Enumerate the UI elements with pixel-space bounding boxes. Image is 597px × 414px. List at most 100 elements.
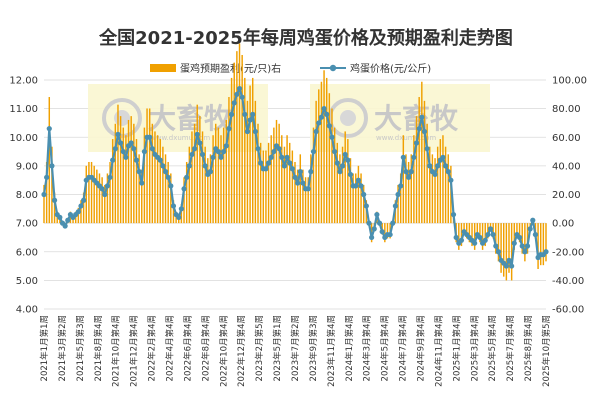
- profit-bar: [423, 100, 426, 224]
- profit-bar: [111, 139, 114, 224]
- price-point: [223, 143, 229, 149]
- price-point: [345, 157, 351, 163]
- price-point: [44, 174, 50, 180]
- y-right-tick-label: 40.00: [552, 161, 581, 172]
- price-point: [305, 186, 311, 192]
- profit-bar: [133, 123, 135, 224]
- profit-bar: [138, 154, 140, 224]
- price-point: [318, 114, 325, 120]
- profit-bar: [148, 108, 151, 224]
- price-point: [281, 163, 288, 169]
- profit-bar: [341, 146, 344, 224]
- profit-bar: [209, 154, 212, 224]
- profit-bar: [204, 146, 206, 224]
- profit-bar: [51, 146, 53, 224]
- price-point: [287, 160, 293, 166]
- profit-bar: [304, 177, 307, 224]
- profit-bar: [98, 173, 101, 224]
- price-point: [487, 226, 494, 232]
- x-tick-label: 2025年7月第4周: [505, 315, 516, 381]
- price-point: [316, 120, 322, 126]
- price-point: [141, 148, 147, 155]
- profit-bar: [265, 150, 267, 224]
- profit-bar: [503, 223, 505, 277]
- price-point: [490, 231, 496, 238]
- profit-bar: [492, 223, 494, 239]
- x-tick-label: 2023年9月第3周: [308, 315, 319, 381]
- watermark-logo-left-inner: [114, 110, 130, 126]
- profit-bar: [444, 146, 447, 224]
- profit-bar: [175, 211, 177, 224]
- price-point: [324, 111, 330, 117]
- price-point: [65, 217, 71, 223]
- profit-bar: [323, 70, 325, 224]
- price-point: [215, 148, 221, 155]
- profit-bar: [471, 223, 473, 247]
- profit-bar: [238, 43, 241, 224]
- profit-bar: [436, 146, 439, 224]
- profit-bar: [302, 169, 304, 224]
- profit-bar: [252, 77, 254, 224]
- profit-bar: [233, 62, 235, 224]
- profit-bar: [275, 119, 278, 224]
- price-point: [342, 151, 348, 158]
- profit-bar: [114, 123, 117, 224]
- y-right-tick-label: 20.00: [552, 190, 581, 201]
- profit-bar: [542, 223, 545, 266]
- x-axis: 2021年1月第1周 2021年3月第2周 2021年5月第3周 2021年8月第4周…: [39, 315, 552, 387]
- price-point: [358, 183, 364, 189]
- y-right-tick-label: -20.00: [552, 247, 584, 258]
- chart-legend: 蛋鸡预期盈利(元/只)右 鸡蛋价格(元/公斤): [150, 62, 431, 75]
- price-point: [133, 157, 140, 163]
- y-left-tick-label: 12.00: [9, 76, 38, 87]
- profit-bar: [180, 204, 183, 224]
- profit-bar: [386, 223, 389, 239]
- profit-bar: [156, 135, 159, 224]
- profit-bar: [82, 192, 85, 224]
- price-point: [231, 100, 237, 106]
- profit-bar: [162, 146, 164, 224]
- profit-bar: [310, 154, 312, 224]
- price-point: [228, 111, 235, 117]
- profit-bar: [466, 223, 468, 239]
- price-point: [147, 134, 153, 140]
- price-point: [199, 151, 206, 158]
- price-point: [297, 169, 303, 175]
- profit-bar: [510, 223, 513, 281]
- legend-swatch-profit: [150, 64, 176, 72]
- price-point: [57, 214, 63, 220]
- x-tick-label: 2023年2月第5周: [254, 315, 265, 381]
- price-point: [516, 234, 523, 241]
- profit-bar: [143, 127, 146, 224]
- profit-bar: [230, 77, 233, 224]
- price-line-series: [41, 85, 549, 269]
- x-tick-label: 2021年1月第1周: [39, 315, 50, 381]
- profit-bar: [429, 146, 431, 224]
- profit-bar: [434, 158, 436, 224]
- profit-bar: [296, 169, 299, 224]
- profit-bar: [545, 223, 547, 262]
- profit-bar: [254, 100, 257, 224]
- price-point: [337, 169, 343, 175]
- price-point: [453, 234, 459, 241]
- profit-bar: [278, 123, 280, 224]
- profit-bar: [442, 135, 444, 224]
- profit-bar: [397, 184, 399, 224]
- profit-bar: [521, 223, 523, 254]
- profit-bar: [125, 135, 127, 224]
- price-point: [408, 169, 414, 175]
- price-point: [387, 231, 393, 238]
- profit-bar: [484, 223, 486, 247]
- watermark-sub-right: www.dxumu.com: [376, 134, 436, 142]
- x-tick-label: 2023年11月第4周: [326, 315, 337, 387]
- profit-bar: [246, 100, 249, 224]
- price-point: [176, 214, 182, 220]
- price-point: [104, 183, 111, 189]
- price-point: [289, 166, 295, 172]
- price-point: [99, 186, 105, 192]
- profit-bar: [270, 135, 272, 224]
- profit-bar: [328, 93, 331, 224]
- y-right-tick-label: 80.00: [552, 104, 581, 115]
- price-point: [102, 191, 108, 198]
- y-axis-right: -60.00 -40.00 -20.00 0.00 20.00 40.00 60.00 80.…: [552, 76, 587, 316]
